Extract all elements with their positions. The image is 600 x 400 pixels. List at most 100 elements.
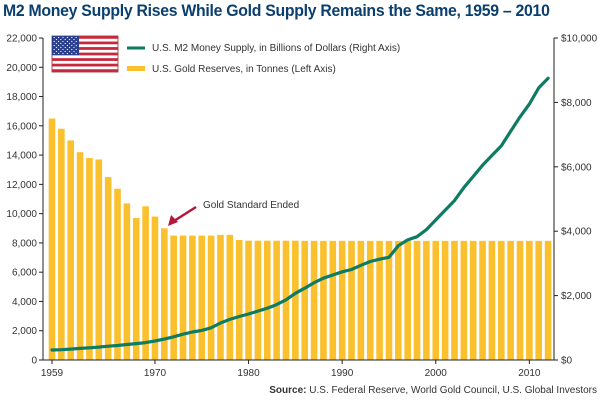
gold-bar-1975 [198,235,206,360]
right-tick-label: $4,000 [561,227,592,238]
gold-bar-1978 [226,234,234,360]
gold-bar-1960 [58,128,65,360]
left-tick-label: 14,000 [6,151,37,162]
flag-star [64,38,66,41]
gold-bar-2005 [479,240,486,360]
flag-star [60,50,62,53]
flag-star [69,50,71,53]
left-tick-label: 4,000 [12,297,37,308]
gold-bar-2001 [441,240,449,360]
gold-bar-1990 [338,240,346,360]
flag-star [69,42,71,45]
flag-star [73,46,75,49]
flag-star [71,44,73,47]
flag-star [71,36,73,39]
gold-bar-2012 [544,240,552,360]
gold-bar-1964 [95,159,103,360]
gold-bar-1971 [161,228,168,360]
flag-star [60,38,62,41]
gold-bar-1987 [310,240,318,360]
x-tick-label: 1980 [237,368,260,379]
arrowhead-icon [168,215,178,226]
right-tick-label: $10,000 [561,34,598,45]
gold-bar-2010 [526,240,533,360]
gold-bar-1965 [104,177,112,360]
left-tick-label: 16,000 [6,121,37,132]
gold-bar-1963 [86,158,93,360]
flag-star [71,40,73,43]
gold-bar-1997 [404,240,411,360]
gold-bar-1968 [132,218,140,360]
gold-bar-2008 [507,240,514,360]
x-tick-label: 1990 [331,368,354,379]
us-flag-icon [51,35,119,73]
left-tick-label: 18,000 [6,92,37,103]
flag-star [62,40,64,43]
x-tick-label: 1970 [144,368,167,379]
left-tick-label: 0 [31,356,37,367]
flag-star [75,36,77,39]
right-tick-label: $2,000 [561,291,592,302]
chart-title: M2 Money Supply Rises While Gold Supply … [3,1,550,20]
flag-stripe [52,63,118,67]
gold-bar-1992 [357,240,365,360]
left-tick-label: 20,000 [6,63,37,74]
gold-bar-1980 [245,240,252,360]
flag-stripe [52,36,118,39]
right-tick-label: $0 [561,356,573,367]
flag-star [73,42,75,45]
legend: U.S. M2 Money Supply, in Billions of Dol… [51,35,400,75]
x-tick-label: 2010 [518,368,541,379]
flag-star [75,48,77,51]
gold-bar-1986 [301,240,309,360]
flag-star [66,40,68,43]
source-label: Source: [269,385,307,396]
flag-stripe [52,69,118,72]
gold-bar-1999 [423,240,430,360]
gold-bar-1977 [217,234,224,360]
annotation-label: Gold Standard Ended [203,200,299,211]
flag-stripe [52,47,118,50]
gold-bar-1974 [189,235,196,360]
gold-bar-2003 [460,240,468,360]
source-note: Source: U.S. Federal Reserve, World Gold… [269,385,597,396]
gold-bar-1989 [329,240,337,360]
flag-star [60,42,62,45]
gold-bar-1981 [254,240,262,360]
left-tick-label: 10,000 [6,209,37,220]
left-tick-label: 12,000 [6,180,37,191]
arrow-icon [173,205,197,223]
gold-bar-2004 [469,240,477,360]
gold-bar-1988 [320,240,327,360]
gold-bar-1962 [76,152,84,360]
gold-bar-1994 [376,240,383,360]
legend-swatch-gold [127,66,145,71]
left-tick-label: 8,000 [12,238,37,249]
flag-star [66,36,68,39]
flag-star [62,52,64,55]
gold-bar-1972 [170,235,177,360]
gold-bar-1966 [114,188,121,360]
gold-bar-2011 [535,240,543,360]
flag-star [64,50,66,53]
flag-star [62,36,64,39]
flag-star [66,48,68,51]
flag-star [73,50,75,53]
flag-star [69,38,71,41]
gold-bar-2002 [451,240,458,360]
flag-star [64,46,66,49]
gold-bar-1973 [179,235,187,360]
flag-stripe [52,52,118,56]
flag-star [58,48,60,51]
gold-bar-1995 [385,240,393,360]
flag-stripe [52,41,118,45]
flag-star [75,52,77,55]
gold-bar-1970 [151,216,159,360]
legend-label-gold: U.S. Gold Reserves, in Tonnes (Left Axis… [152,64,336,75]
flag-star [55,46,57,49]
flag-stripe [52,58,118,61]
gold-bar-1969 [142,206,149,360]
flag-star [60,46,62,49]
left-tick-label: 2,000 [12,326,37,337]
gold-bar-1961 [67,140,75,360]
